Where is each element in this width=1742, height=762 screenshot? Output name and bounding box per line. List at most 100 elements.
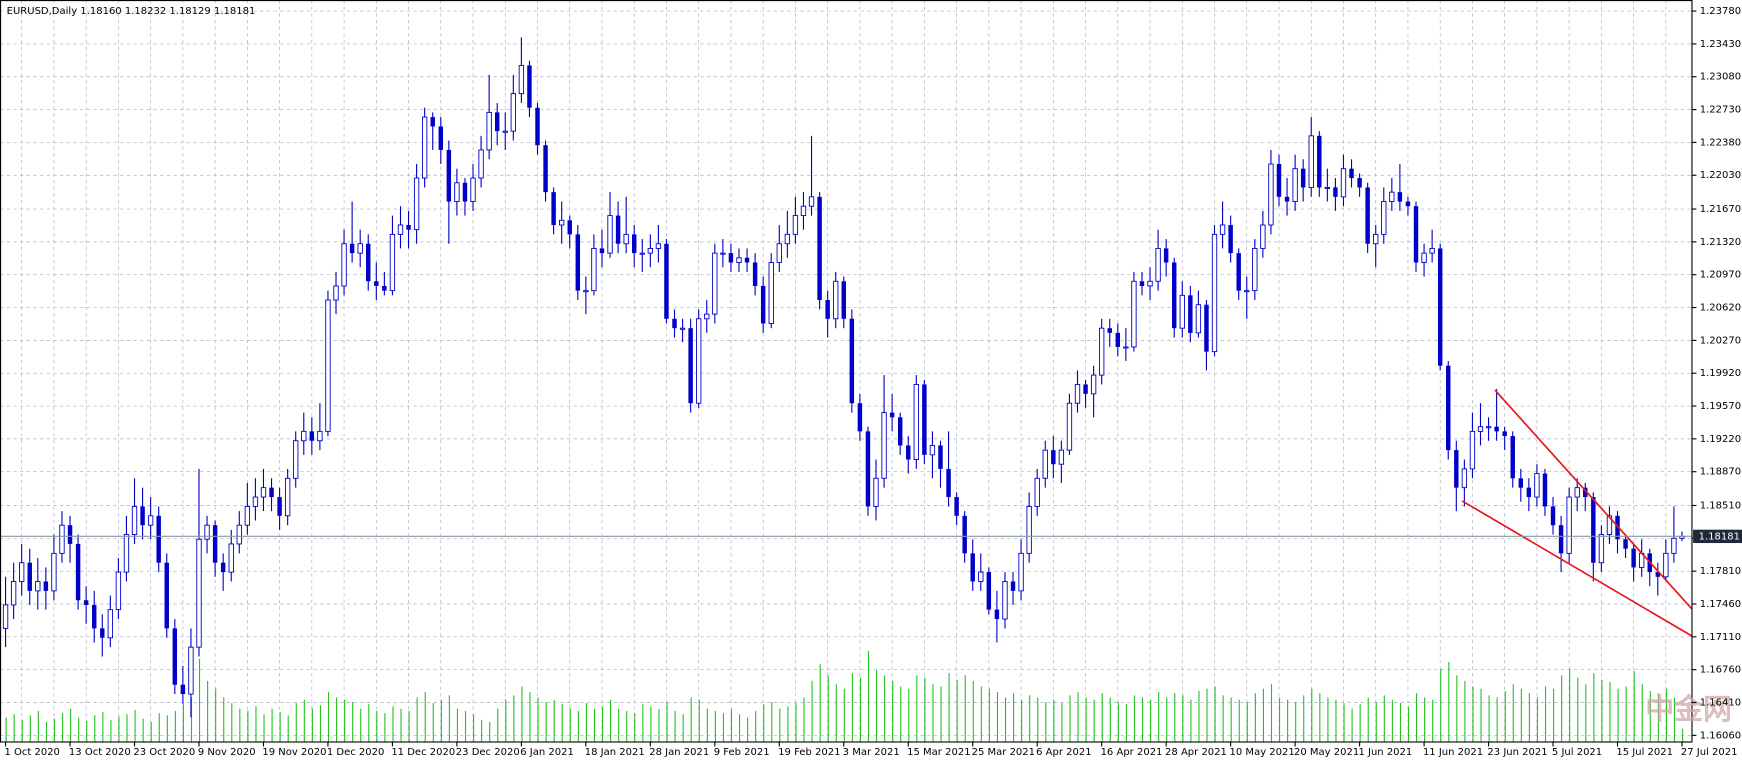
x-tick-label: 5 Jul 2021 xyxy=(1552,747,1602,758)
candle-body xyxy=(1518,478,1524,488)
y-tick-label: 1.21320 xyxy=(1700,237,1741,248)
x-tick-label: 19 Nov 2020 xyxy=(262,747,326,758)
y-tick-label: 1.19570 xyxy=(1700,401,1741,412)
candle-body xyxy=(962,515,967,554)
chart-header: EURUSD,Daily 1.18160 1.18232 1.18129 1.1… xyxy=(7,6,256,17)
candle-body xyxy=(906,445,911,460)
candle-body xyxy=(1655,572,1661,577)
candle-body xyxy=(91,604,97,629)
candle-body xyxy=(1131,280,1137,348)
candle-body xyxy=(704,313,710,320)
current-price-label: 1.18181 xyxy=(1699,531,1740,542)
candle-body xyxy=(366,243,371,282)
x-tick-label: 23 Dec 2020 xyxy=(456,747,520,758)
candle-body xyxy=(688,328,693,404)
candle-body xyxy=(728,253,734,263)
candle-body xyxy=(559,219,565,226)
candle-body xyxy=(583,290,589,293)
candle-body xyxy=(357,243,363,254)
candle-body xyxy=(736,257,742,263)
candle-body xyxy=(1494,426,1499,432)
candle-body xyxy=(374,281,379,286)
candle-body xyxy=(1204,304,1209,352)
x-tick-label: 15 Mar 2021 xyxy=(907,747,970,758)
candle-body xyxy=(1583,487,1588,498)
candle-body xyxy=(494,112,500,132)
y-tick-label: 1.17110 xyxy=(1700,632,1741,643)
candle-body xyxy=(881,412,887,479)
candle-body xyxy=(527,65,532,108)
candle-body xyxy=(664,243,669,319)
candle-body xyxy=(1446,365,1451,451)
x-tick-label: 15 Jul 2021 xyxy=(1616,747,1673,758)
candle-body xyxy=(1308,135,1314,188)
candle-body xyxy=(188,646,194,695)
candle-body xyxy=(712,252,718,315)
candle-body xyxy=(446,149,452,202)
candle-body xyxy=(147,515,154,526)
candle-body xyxy=(156,515,161,563)
x-tick-label: 18 Jan 2021 xyxy=(585,747,645,758)
candle-body xyxy=(1405,201,1411,207)
candle-body xyxy=(1502,431,1507,437)
x-tick-label: 1 Jun 2021 xyxy=(1358,747,1412,758)
candle-body xyxy=(1558,525,1564,554)
candle-body xyxy=(1461,468,1468,489)
candle-body xyxy=(615,215,621,244)
candle-body xyxy=(1026,505,1032,554)
candle-body xyxy=(696,318,702,404)
candle-body xyxy=(51,552,57,592)
candle-body xyxy=(317,430,323,442)
x-tick-label: 20 May 2021 xyxy=(1294,747,1359,758)
candle-body xyxy=(1413,206,1419,263)
y-tick-label: 1.20620 xyxy=(1700,303,1741,314)
candle-body xyxy=(284,477,291,517)
x-tick-label: 11 Jun 2021 xyxy=(1423,747,1483,758)
candle-body xyxy=(107,609,114,639)
y-tick-label: 1.16760 xyxy=(1700,665,1741,676)
candle-body xyxy=(204,524,210,540)
candle-body xyxy=(543,145,548,193)
candle-body xyxy=(1123,346,1129,349)
y-tick-label: 1.20270 xyxy=(1700,335,1741,346)
candle-body xyxy=(857,403,863,432)
x-tick-label: 28 Apr 2021 xyxy=(1165,747,1227,758)
candle-body xyxy=(236,524,242,545)
candle-body xyxy=(1051,450,1056,465)
x-tick-label: 10 May 2021 xyxy=(1230,747,1295,758)
x-tick-label: 6 Jan 2021 xyxy=(520,747,574,758)
candle-body xyxy=(1058,449,1065,465)
candle-body xyxy=(1437,248,1443,366)
candle-body xyxy=(551,192,556,225)
candle-body xyxy=(784,233,791,245)
candle-body xyxy=(1139,281,1145,286)
candle-body xyxy=(1179,294,1185,329)
y-tick-label: 1.16410 xyxy=(1700,698,1741,709)
candle-body xyxy=(1550,506,1556,526)
candle-body xyxy=(800,205,807,217)
candle-body xyxy=(180,684,186,695)
candle-body xyxy=(140,506,145,526)
candle-body xyxy=(849,318,855,404)
y-tick-label: 1.20970 xyxy=(1700,270,1741,281)
x-tick-label: 25 Mar 2021 xyxy=(972,747,1035,758)
x-tick-label: 9 Feb 2021 xyxy=(714,747,770,758)
candle-body xyxy=(228,543,234,573)
candle-body xyxy=(1397,192,1403,202)
trend-line xyxy=(1494,389,1693,610)
candle-body xyxy=(397,224,404,235)
candle-body xyxy=(502,130,508,133)
candle-body xyxy=(1357,178,1362,188)
candle-body xyxy=(1236,253,1241,291)
candle-body xyxy=(1429,247,1435,254)
y-tick-label: 1.19920 xyxy=(1700,368,1741,379)
candle-body xyxy=(486,111,492,151)
candle-body xyxy=(115,571,122,611)
candle-body xyxy=(535,107,540,146)
candle-body xyxy=(1066,402,1073,451)
candle-body xyxy=(1002,581,1008,620)
y-tick-label: 1.18870 xyxy=(1700,467,1741,478)
candle-body xyxy=(1244,290,1250,293)
candle-body xyxy=(123,534,130,573)
